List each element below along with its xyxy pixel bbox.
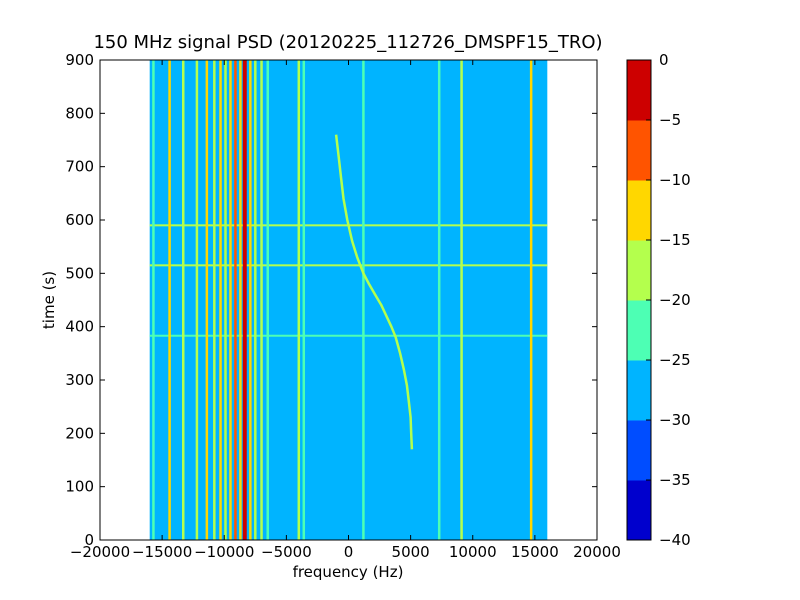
y-tick-label: 200 <box>65 424 94 442</box>
x-tick-label: 15000 <box>511 543 559 561</box>
colorbar-ticks: −40 −35 −30 −25 −20 −15 −10 −5 0 <box>646 51 691 549</box>
colorbar-tick-label: −20 <box>659 291 691 309</box>
y-tick-label: 300 <box>65 371 94 389</box>
vertical-line-10 <box>239 60 242 540</box>
vertical-line-6 <box>219 60 222 540</box>
y-axis-ticks: 0 100 200 300 400 500 600 700 800 900 <box>65 51 597 549</box>
x-tick-label: −15000 <box>132 543 192 561</box>
colorbar-band-3 <box>627 300 651 361</box>
horizontal-line-2 <box>149 334 548 337</box>
vertical-line-20 <box>460 60 463 540</box>
doppler-trace <box>334 134 414 450</box>
y-tick-label: 0 <box>84 531 94 549</box>
horizontal-line-1 <box>149 264 548 267</box>
x-tick-label: −20000 <box>70 543 130 561</box>
colorbar-tick-label: −10 <box>659 171 691 189</box>
y-tick-label: 400 <box>65 318 94 336</box>
colorbar-band-4 <box>627 240 651 301</box>
colorbar-tick-label: 0 <box>659 51 669 69</box>
spectrogram-background <box>149 60 548 540</box>
colorbar-tick-label: −5 <box>659 111 681 129</box>
x-axis-label: frequency (Hz) <box>293 563 404 581</box>
vertical-line-0 <box>152 60 155 540</box>
vertical-line-1 <box>168 60 171 540</box>
x-tick-label: 0 <box>344 543 354 561</box>
spectrogram-layer <box>149 60 548 540</box>
colorbar-band-2 <box>627 360 651 421</box>
vertical-line-2 <box>181 60 185 540</box>
vertical-line-16 <box>297 60 301 540</box>
y-tick-label: 500 <box>65 264 94 282</box>
y-tick-label: 800 <box>65 104 94 122</box>
vertical-line-13 <box>254 60 257 540</box>
y-tick-label: 100 <box>65 478 94 496</box>
vertical-line-17 <box>302 60 306 540</box>
vertical-line-15 <box>266 60 269 540</box>
vertical-line-5 <box>213 60 216 540</box>
y-axis-label: time (s) <box>40 271 58 329</box>
vertical-line-18 <box>362 60 365 540</box>
vertical-line-3 <box>195 60 199 540</box>
colorbar-band-6 <box>627 120 651 181</box>
x-tick-label: 10000 <box>449 543 497 561</box>
colorbar-band-7 <box>627 60 651 121</box>
colorbar-band-1 <box>627 420 651 481</box>
plot-area: −20000 −15000 −10000 −5000 0 5000 10000 15000 20… <box>65 51 621 561</box>
vertical-line-8 <box>229 60 232 540</box>
x-tick-label: 5000 <box>392 543 430 561</box>
x-axis-ticks: −20000 −15000 −10000 −5000 0 5000 10000 15000 20… <box>70 60 621 561</box>
colorbar-tick-label: −30 <box>659 411 691 429</box>
y-tick-label: 700 <box>65 158 94 176</box>
colorbar-bands <box>627 60 651 541</box>
x-tick-label: −10000 <box>194 543 254 561</box>
colorbar-tick-label: −40 <box>659 531 691 549</box>
chart-title: 150 MHz signal PSD (20120225_112726_DMSP… <box>93 32 602 53</box>
colorbar-tick-label: −15 <box>659 231 691 249</box>
colorbar-band-5 <box>627 180 651 241</box>
colorbar: −40 −35 −30 −25 −20 −15 −10 −5 0 <box>626 51 691 549</box>
vertical-line-9 <box>234 60 237 540</box>
vertical-line-21 <box>529 60 533 540</box>
colorbar-tick-label: −35 <box>659 471 691 489</box>
vertical-line-4 <box>205 60 209 540</box>
vertical-line-7 <box>224 60 227 540</box>
x-tick-label: 20000 <box>573 543 621 561</box>
vertical-line-19 <box>437 60 441 540</box>
y-tick-label: 600 <box>65 211 94 229</box>
colorbar-tick-label: −25 <box>659 351 691 369</box>
vertical-line-12 <box>249 60 252 540</box>
vertical-line-14 <box>260 60 263 540</box>
vertical-line-11 <box>242 60 247 540</box>
y-tick-label: 900 <box>65 51 94 69</box>
x-tick-label: −5000 <box>261 543 312 561</box>
colorbar-band-0 <box>627 480 651 541</box>
